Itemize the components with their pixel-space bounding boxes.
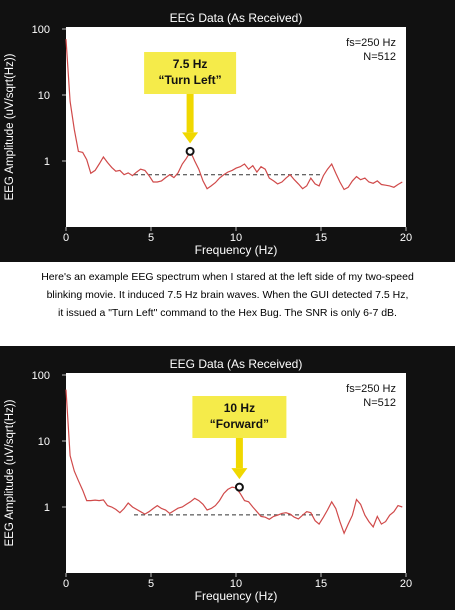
x-tick-label: 20 [400,232,412,244]
top-chart-panel: EEG Data (As Received) 100 10 1 0 5 10 15 20 Freq… [0,0,455,262]
peak-marker [234,482,244,492]
x-tick-label: 10 [230,232,242,244]
x-axis-label: Frequency (Hz) [195,243,278,257]
y-axis-label: EEG Amplitude (uV/sqrt(Hz)) [4,53,16,200]
x-tick-label: 0 [63,578,69,590]
x-tick-label: 15 [315,578,327,590]
y-tick-label: 100 [32,24,50,36]
y-tick-label: 1 [44,156,50,168]
sampling-info-0: fs=250 Hz [346,37,396,49]
callout-command: “Forward” [210,417,269,431]
sampling-info-1: N=512 [363,51,396,63]
bottom-chart-panel: EEG Data (As Received) 100 10 1 0 5 10 15 20 Freq… [0,346,455,605]
y-tick-label: 10 [38,436,50,448]
y-tick-label: 1 [44,502,50,514]
sampling-info-1: N=512 [363,397,396,409]
peak-marker [185,146,195,156]
callout-box [192,396,287,438]
spectrum-line [65,39,403,191]
x-tick-label: 20 [400,578,412,590]
caption: Here's an example EEG spectrum when I st… [0,262,455,346]
callout-arrow-head [182,132,199,144]
spectrum-line [65,389,403,535]
y-axis-label: EEG Amplitude (uV/sqrt(Hz)) [4,399,16,546]
x-tick-label: 10 [230,578,242,590]
caption-line-3: it issued a "Turn Left" command to the H… [58,307,397,319]
x-tick-label: 15 [315,232,327,244]
chart-title: EEG Data (As Received) [170,11,303,25]
callout-frequency: 7.5 Hz [173,57,208,71]
y-tick-label: 10 [38,90,50,102]
x-tick-label: 5 [148,578,154,590]
x-tick-label: 5 [148,232,154,244]
sampling-info-0: fs=250 Hz [346,383,396,395]
x-tick-label: 0 [63,232,69,244]
callout-command: “Turn Left” [159,73,222,87]
caption-line-2: blinking movie. It induced 7.5 Hz brain … [46,289,409,301]
caption-line-1: Here's an example EEG spectrum when I st… [41,271,414,283]
callout-arrow-shaft [186,94,194,133]
x-axis-label: Frequency (Hz) [195,589,278,603]
y-tick-label: 100 [32,370,50,382]
chart-title: EEG Data (As Received) [170,357,303,371]
callout-frequency: 10 Hz [224,401,255,415]
callout-box [144,52,237,94]
callout-arrow-shaft [235,438,243,469]
callout-arrow-head [231,468,248,480]
